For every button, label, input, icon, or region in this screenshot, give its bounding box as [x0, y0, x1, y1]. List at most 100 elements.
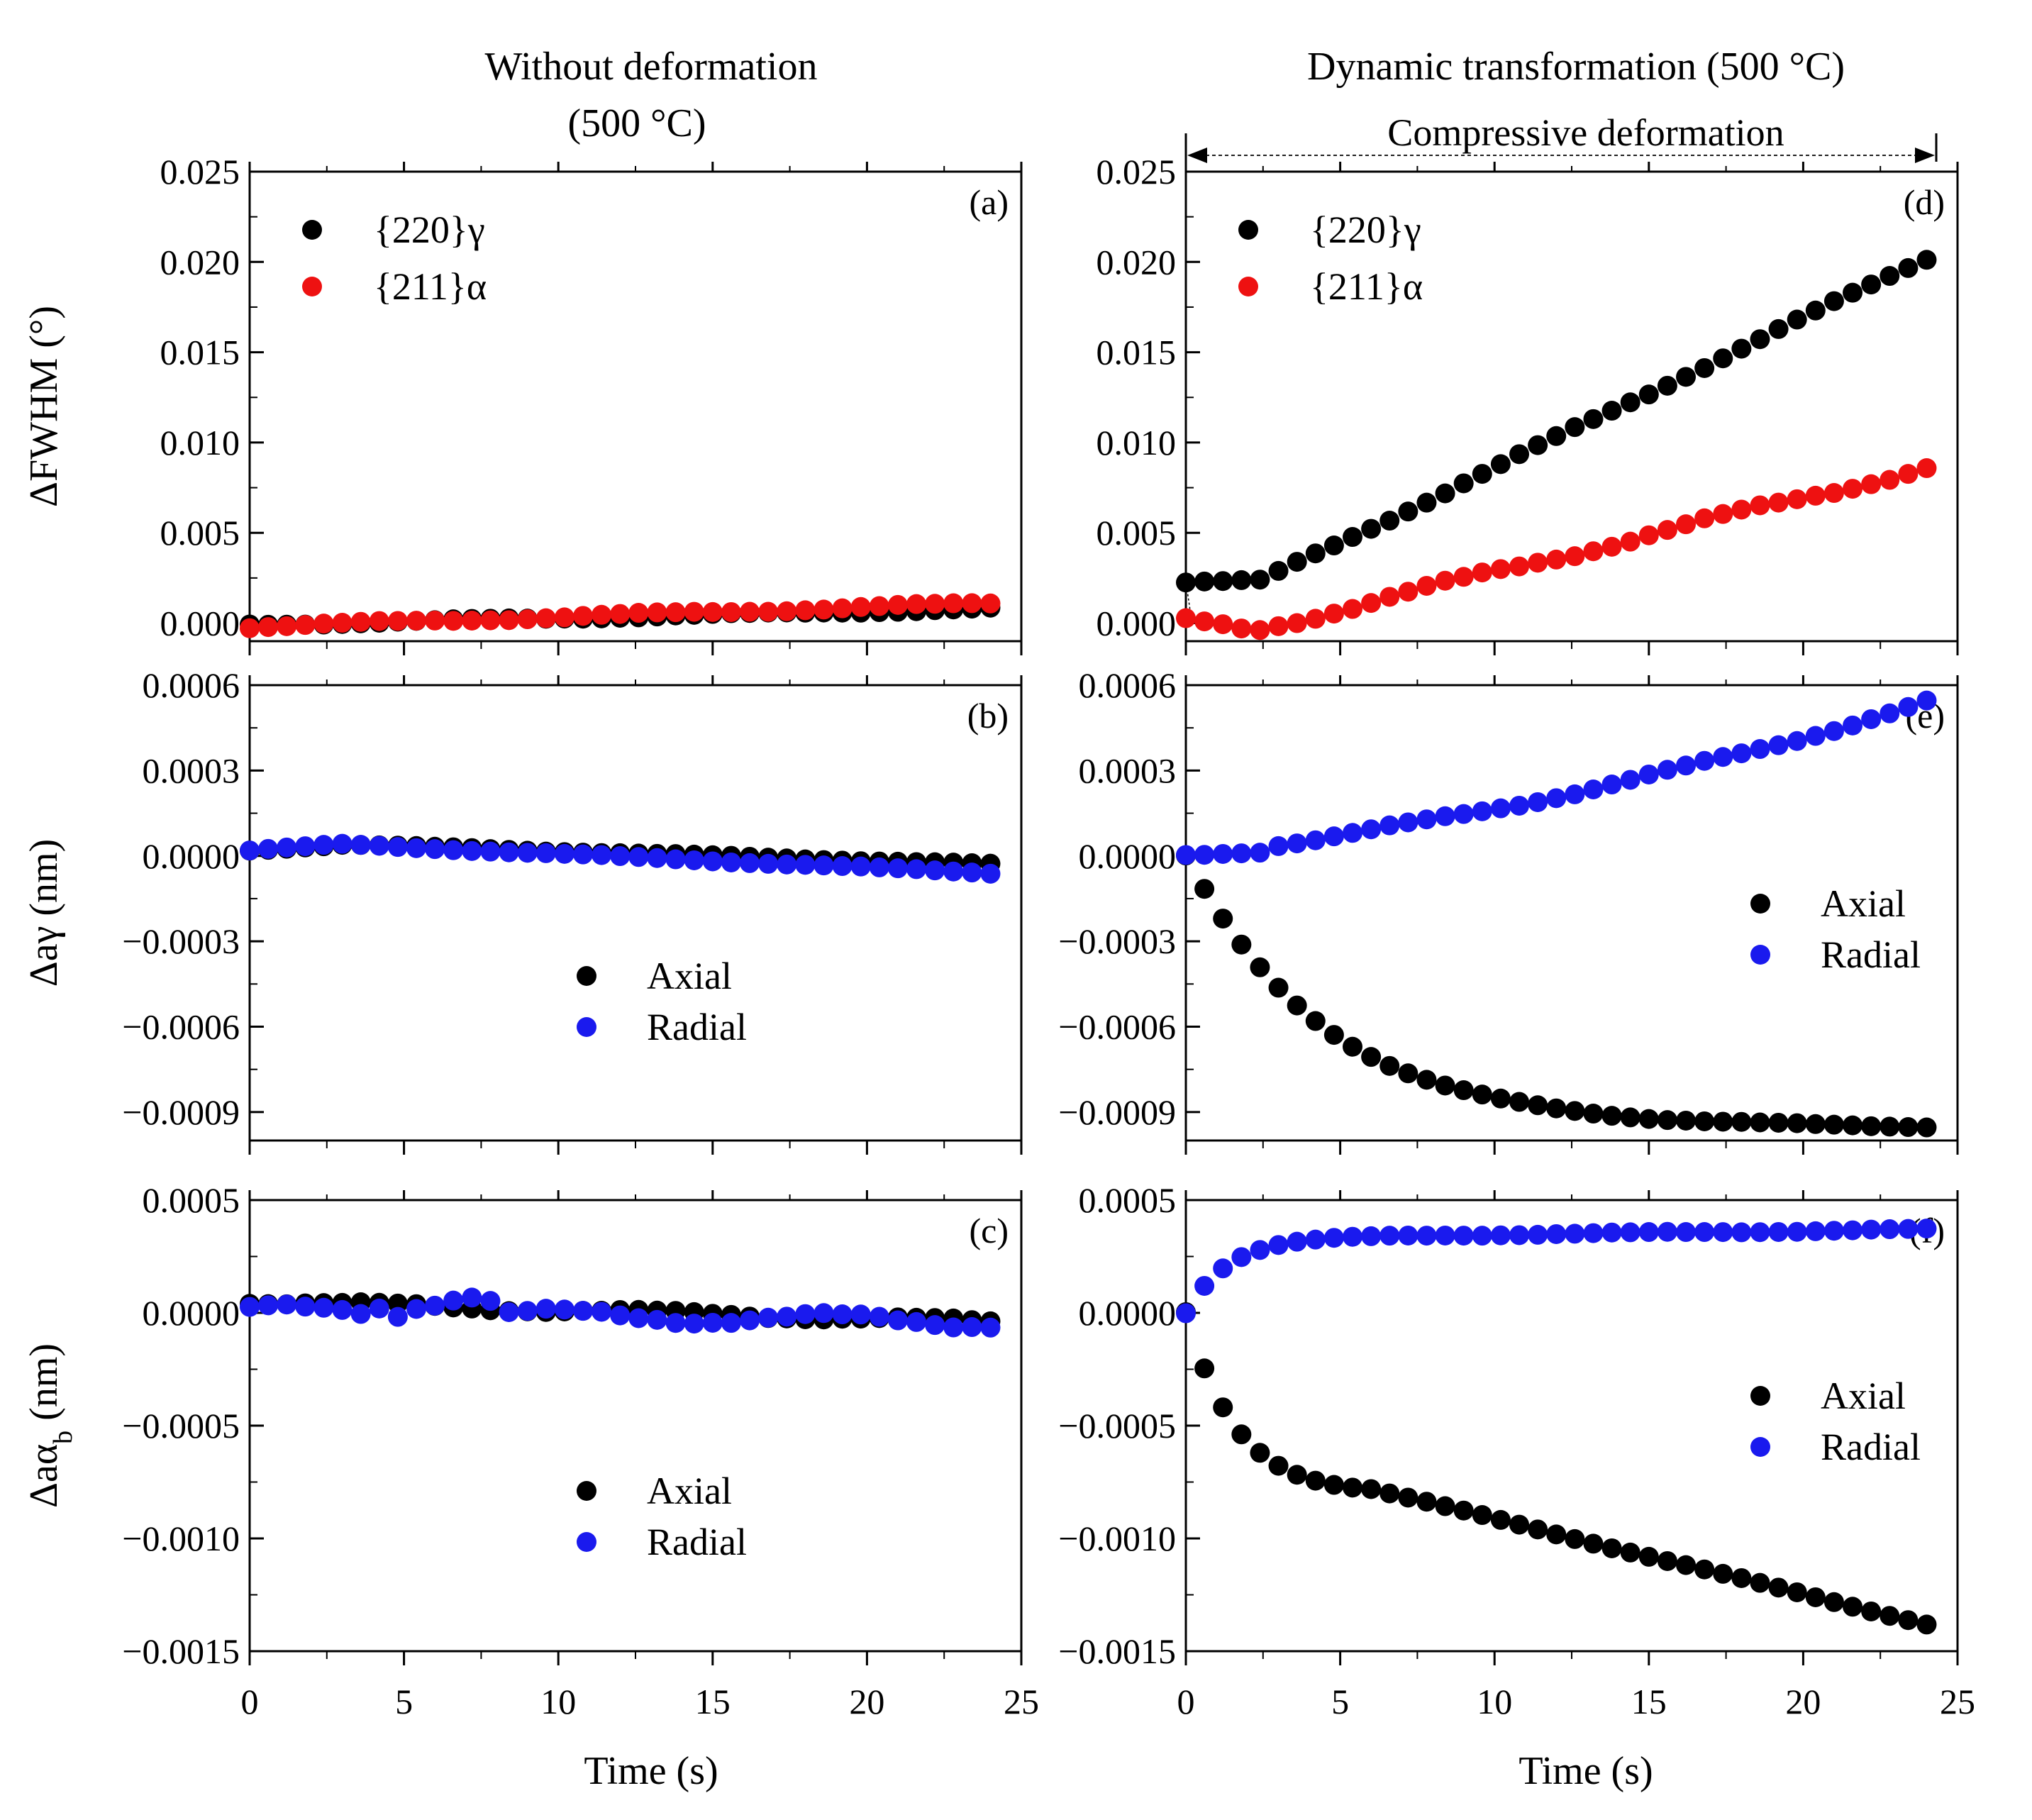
x-axis-title-left: Time (s)	[584, 1749, 718, 1793]
data-point	[1379, 1483, 1400, 1504]
data-point	[1305, 1470, 1326, 1491]
data-point	[1565, 784, 1585, 804]
deformation-span-annotation: Compressive deformation	[1184, 111, 1938, 163]
y-tick-label-f: 0.0005	[1079, 1180, 1177, 1220]
data-point	[517, 1301, 538, 1321]
data-point	[406, 838, 427, 858]
y-tick-label-f: −0.0015	[1058, 1631, 1176, 1671]
legend-d: {220}γ {211}α	[1238, 209, 1423, 308]
data-point	[332, 1299, 352, 1320]
data-point	[1176, 1303, 1196, 1324]
data-point	[684, 601, 704, 622]
data-point	[1305, 609, 1326, 629]
data-point	[1750, 495, 1770, 516]
series-d-black	[1176, 250, 1937, 593]
data-point	[1250, 843, 1270, 863]
data-point	[1694, 1111, 1715, 1131]
data-point	[647, 602, 667, 623]
data-point	[1620, 392, 1640, 413]
data-point	[1268, 1235, 1289, 1255]
data-point	[1843, 479, 1863, 499]
data-point	[869, 596, 889, 616]
data-point	[1268, 836, 1289, 856]
data-point	[332, 833, 352, 854]
data-point	[1713, 1111, 1733, 1132]
left-column-title-line-2: (500 °C)	[567, 101, 706, 145]
data-point	[1805, 1221, 1826, 1241]
data-point	[1657, 520, 1677, 540]
data-point	[1620, 1107, 1640, 1128]
y-tick-label-a: 0.015	[160, 333, 240, 372]
data-point	[350, 835, 371, 855]
data-point	[721, 852, 741, 872]
data-point	[1213, 614, 1233, 635]
data-point	[1305, 1011, 1326, 1031]
data-point	[499, 842, 519, 862]
data-point	[1823, 291, 1844, 311]
data-point	[1601, 1106, 1622, 1126]
data-point	[1583, 541, 1604, 562]
data-point	[462, 1287, 482, 1308]
data-point	[1528, 1224, 1548, 1245]
data-point	[1509, 1514, 1530, 1535]
data-point	[684, 850, 704, 870]
data-point	[1620, 531, 1640, 552]
y-tick-label-b: 0.0003	[143, 750, 240, 790]
data-point	[1416, 809, 1437, 830]
data-point	[1861, 1116, 1882, 1136]
data-point	[1453, 1080, 1474, 1101]
data-point	[665, 602, 686, 623]
y-tick-label-f: 0.0000	[1079, 1293, 1177, 1333]
data-point	[1657, 375, 1677, 396]
x-tick-label-f: 20	[1785, 1682, 1821, 1721]
x-tick-label-c: 15	[695, 1682, 731, 1721]
data-point	[1620, 1542, 1640, 1563]
data-point	[573, 844, 594, 865]
data-point	[425, 610, 445, 631]
data-point	[1601, 775, 1622, 795]
data-point	[1509, 1225, 1530, 1245]
data-point	[1880, 1116, 1900, 1137]
data-point	[1213, 571, 1233, 592]
data-point	[1638, 525, 1659, 545]
data-point	[740, 601, 760, 622]
data-point	[1861, 709, 1882, 729]
data-point	[1250, 570, 1270, 590]
data-point	[1472, 1505, 1492, 1526]
panel-label-c: (c)	[970, 1211, 1009, 1250]
data-point	[1731, 1111, 1752, 1132]
data-point	[1472, 1084, 1492, 1105]
legend-e: Axial Radial	[1750, 882, 1921, 976]
data-point	[1453, 567, 1474, 587]
data-point	[1787, 731, 1807, 751]
y-tick-label-d: 0.005	[1096, 513, 1177, 553]
legend-label: Axial	[647, 955, 732, 997]
data-point	[1638, 1546, 1659, 1567]
data-point	[1676, 1222, 1697, 1243]
data-point	[702, 601, 723, 622]
data-point	[1657, 1550, 1677, 1571]
data-point	[1546, 1098, 1567, 1119]
data-point	[1509, 444, 1530, 465]
data-point	[1398, 501, 1418, 522]
legend-label: Radial	[1821, 933, 1921, 976]
data-point	[1287, 995, 1307, 1016]
data-point	[350, 611, 371, 632]
data-point	[1435, 1496, 1455, 1516]
y-tick-label-f: −0.0005	[1058, 1406, 1176, 1446]
left-column-title-line-1: Without deformation	[485, 45, 818, 89]
data-point	[573, 1301, 594, 1321]
data-point	[814, 1303, 834, 1324]
data-point	[1194, 879, 1215, 899]
data-point	[980, 863, 1001, 884]
data-point	[1787, 309, 1807, 330]
data-point	[1676, 514, 1697, 535]
data-point	[1231, 618, 1252, 639]
data-point	[1287, 613, 1307, 633]
data-point	[1528, 435, 1548, 455]
data-point	[1843, 1115, 1863, 1136]
data-point	[1565, 417, 1585, 438]
data-point	[1416, 1226, 1437, 1246]
data-point	[1861, 274, 1882, 295]
